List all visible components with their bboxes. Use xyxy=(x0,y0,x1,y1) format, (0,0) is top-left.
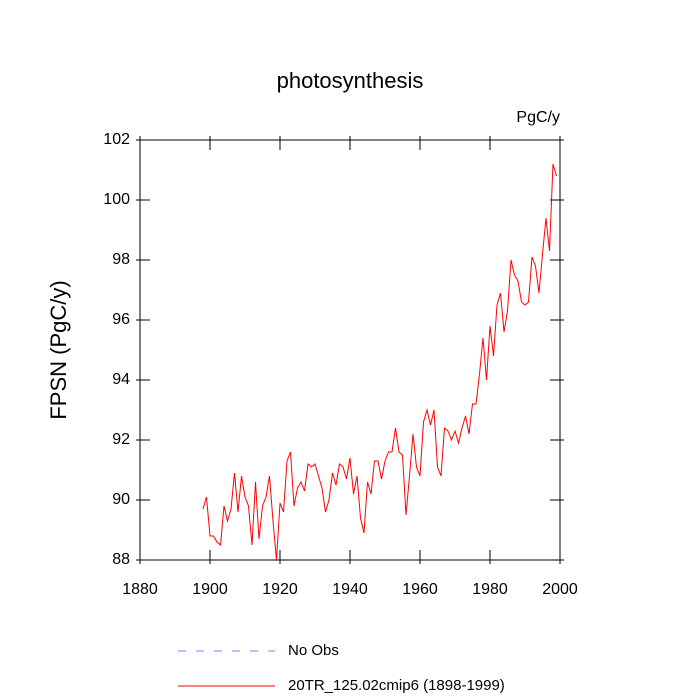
x-tick-label: 2000 xyxy=(542,581,578,598)
plot-frame xyxy=(139,139,561,561)
x-tick-label: 1960 xyxy=(402,581,438,598)
unit-label: PgC/y xyxy=(516,109,560,126)
y-tick-label: 100 xyxy=(103,191,130,208)
y-axis-label: FPSN (PgC/y) xyxy=(46,280,71,419)
y-tick-label: 96 xyxy=(112,311,130,328)
y-tick-label: 88 xyxy=(112,551,130,568)
data-line xyxy=(202,163,557,561)
legend-label: 20TR_125.02cmip6 (1898-1999) xyxy=(288,677,505,694)
x-tick-label: 1880 xyxy=(122,581,158,598)
y-tick-label: 90 xyxy=(112,491,130,508)
y-tick-label: 92 xyxy=(112,431,130,448)
x-tick-label: 1920 xyxy=(262,581,298,598)
chart-title: photosynthesis xyxy=(277,68,424,93)
x-tick-label: 1940 xyxy=(332,581,368,598)
legend-label: No Obs xyxy=(288,642,339,659)
x-tick-label: 1900 xyxy=(192,581,228,598)
y-tick-label: 98 xyxy=(112,251,130,268)
y-tick-label: 94 xyxy=(112,371,130,388)
x-tick-label: 1980 xyxy=(472,581,508,598)
y-tick-label: 102 xyxy=(103,131,130,148)
